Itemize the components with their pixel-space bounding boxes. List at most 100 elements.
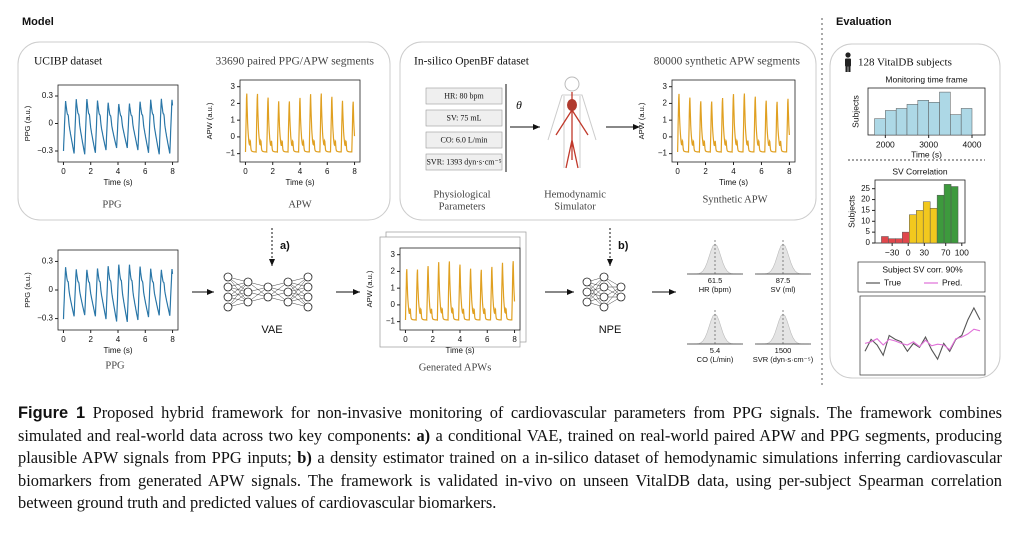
- y-tick-label: −1: [658, 149, 668, 158]
- y-axis-label: Subjects: [850, 95, 860, 128]
- net-node: [303, 292, 313, 302]
- panel: [17, 41, 391, 221]
- x-tick-label: 8: [352, 167, 357, 176]
- legend-label: True: [884, 277, 901, 287]
- net-node: [303, 272, 313, 282]
- x-tick-label: 6: [759, 167, 764, 176]
- x-axis-label: Time (s): [911, 149, 942, 159]
- section-label: Model: [22, 16, 54, 28]
- x-tick-label: 4: [731, 167, 736, 176]
- model-label: NPE: [599, 324, 622, 336]
- section-label: Evaluation: [836, 16, 892, 28]
- caption-text: a density estimator trained on a in-sili…: [18, 448, 1002, 513]
- x-tick-label: 4: [116, 335, 121, 344]
- parameter: HR: 80 bpm: [444, 91, 484, 100]
- y-tick-label: 1: [663, 115, 668, 124]
- caption: Hemodynamic: [544, 189, 606, 200]
- y-tick-label: 2: [663, 99, 668, 108]
- x-tick-label: 6: [143, 167, 148, 176]
- legend-label: Pred.: [942, 277, 962, 287]
- net-node: [263, 292, 273, 302]
- bar: [917, 100, 929, 136]
- x-tick-label: 0: [243, 167, 248, 176]
- caption-text: a conditional VAE, trained on real-world…: [18, 425, 1002, 468]
- bar: [922, 201, 931, 244]
- step-label: b): [618, 240, 629, 252]
- caption-text: a): [416, 425, 431, 445]
- chart-title: Subject SV corr. 90%: [882, 264, 963, 274]
- y-tick-label: 15: [861, 206, 870, 215]
- plot-frame: [859, 295, 986, 376]
- net-node: [616, 292, 626, 302]
- caption-label: Figure 1: [18, 404, 86, 422]
- y-tick-label: 2: [391, 267, 396, 276]
- net-node: [223, 282, 233, 292]
- y-tick-label: 0.3: [42, 257, 54, 266]
- y-tick-label: 0: [391, 300, 396, 309]
- parameter-box: [425, 131, 503, 149]
- y-tick-label: 3: [391, 250, 396, 259]
- net-node: [599, 272, 609, 282]
- panel: [829, 43, 1001, 379]
- net-node: [283, 287, 293, 297]
- x-axis-label: Time (s): [719, 178, 748, 187]
- posterior-label: CO (L/min): [697, 355, 734, 364]
- x-tick-label: 6: [485, 335, 490, 344]
- plot-caption: Synthetic APW: [702, 194, 767, 205]
- bar: [902, 231, 910, 244]
- bar: [895, 108, 908, 136]
- bar: [888, 238, 896, 244]
- net-node: [263, 282, 273, 292]
- bar: [895, 238, 903, 244]
- posterior-label: HR (bpm): [699, 285, 732, 294]
- panel-title: UCIBP dataset: [34, 56, 103, 68]
- posterior-label: SV (ml): [771, 285, 797, 294]
- bar: [929, 207, 938, 244]
- y-tick-label: −1: [226, 149, 236, 158]
- y-tick-label: 1: [231, 115, 236, 124]
- x-tick-label: 4: [458, 335, 463, 344]
- bar: [939, 91, 951, 136]
- net-node: [223, 302, 233, 312]
- x-tick-label: 3000: [919, 139, 938, 149]
- posterior-value: 87.5: [776, 276, 791, 285]
- figure-caption: Figure 1 Proposed hybrid framework for n…: [18, 402, 1002, 515]
- x-tick-label: 0: [906, 247, 911, 257]
- net-edge: [227, 281, 249, 308]
- x-tick-label: 6: [325, 167, 330, 176]
- x-tick-label: 30: [920, 247, 930, 257]
- step-label: a): [280, 240, 290, 252]
- parameter: CO: 6.0 L/min: [441, 135, 488, 144]
- model-label: VAE: [261, 324, 282, 336]
- net-node: [223, 272, 233, 282]
- x-tick-label: 8: [787, 167, 792, 176]
- parameter-box: [425, 153, 503, 171]
- net-node: [283, 277, 293, 287]
- panel-subtitle: 33690 paired PPG/APW segments: [215, 56, 374, 68]
- bar: [885, 110, 897, 136]
- parameter-box: [425, 87, 503, 105]
- posterior-label: SVR (dyn·s·cm⁻⁵): [753, 355, 814, 364]
- x-tick-label: 4: [298, 167, 303, 176]
- caption-text: Proposed hybrid framework for non-invasi…: [18, 403, 1002, 445]
- plot-frame: [239, 79, 361, 163]
- bar: [960, 108, 973, 136]
- net-node: [243, 277, 253, 287]
- net-node: [283, 297, 293, 307]
- theta: θ: [516, 98, 522, 112]
- x-tick-label: 2: [89, 167, 94, 176]
- y-tick-label: 0: [663, 132, 668, 141]
- x-tick-label: 2: [89, 335, 94, 344]
- bar: [906, 104, 919, 136]
- y-tick-label: −0.3: [37, 314, 53, 323]
- x-tick-label: 0: [61, 335, 66, 344]
- panel-title: In-silico OpenBF dataset: [414, 56, 530, 68]
- plot-caption: APW: [288, 199, 311, 210]
- panel: [399, 41, 817, 221]
- x-tick-label: 8: [512, 335, 517, 344]
- panel-subtitle: 80000 synthetic APW segments: [654, 56, 801, 68]
- y-tick-label: 3: [231, 82, 236, 91]
- signal-trace: [244, 93, 356, 153]
- x-tick-label: 4000: [963, 139, 982, 149]
- y-tick-label: 0: [49, 285, 54, 294]
